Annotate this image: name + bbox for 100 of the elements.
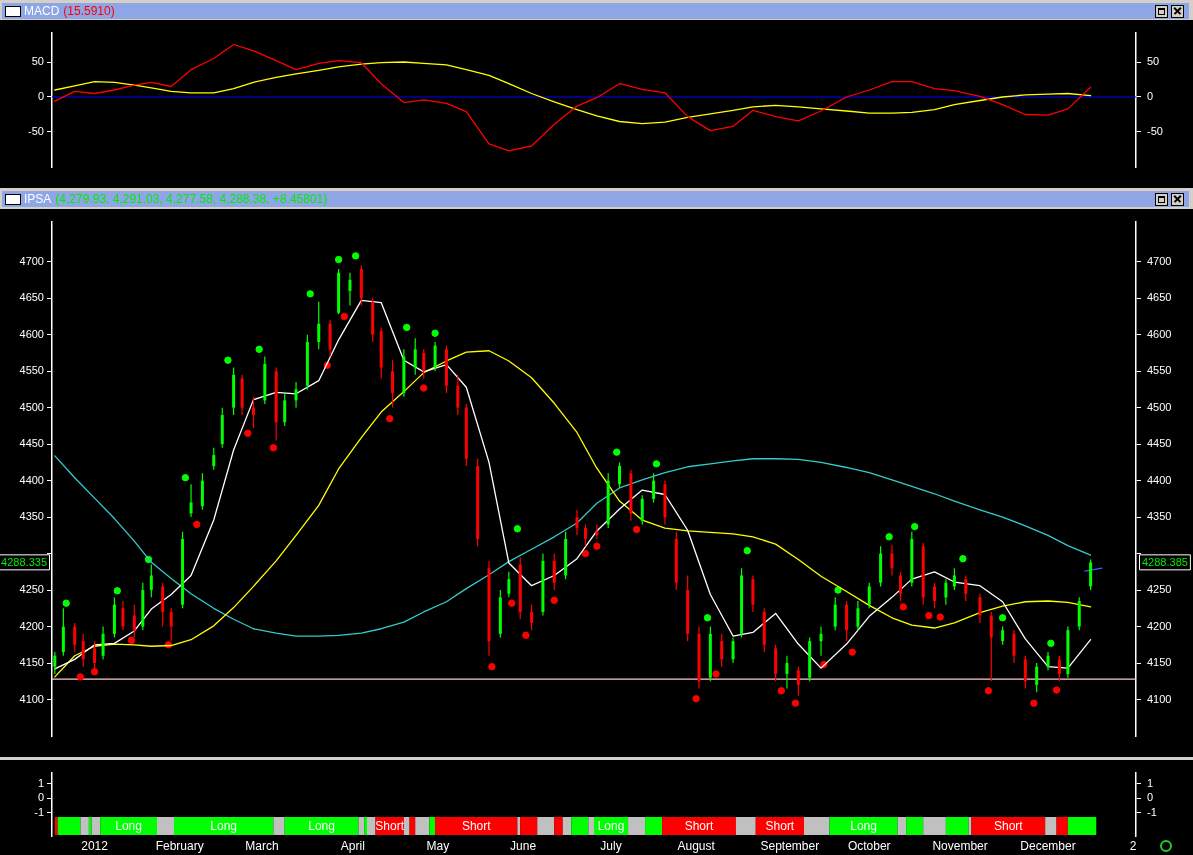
candlestick [1046,651,1050,671]
point [613,448,621,456]
candlestick [73,622,77,653]
point [244,429,252,437]
point [513,525,522,533]
candlestick [944,578,948,606]
candlestick [640,494,644,525]
point [581,549,590,558]
candlestick [867,582,871,609]
point [420,384,428,392]
candlestick [456,374,460,416]
y-tick-label: 0 [37,90,44,103]
candlestick [294,381,298,409]
point [431,329,439,337]
y-tick-label: 4150 [19,656,44,669]
candlestick [53,651,57,675]
x-tick-label: 2 [1129,838,1137,853]
band-label: Long [850,819,877,834]
text: 4288.335 [1,556,48,569]
point [403,323,411,332]
y-tick-label: 4100 [19,692,44,705]
point [488,662,496,671]
point [90,668,99,676]
point [984,687,993,695]
x-tick-label: 2012 [81,838,109,853]
candlestick [1023,655,1027,690]
y-tick-label: -50 [28,125,44,138]
y2-tick-label: 4600 [1147,327,1172,340]
y2-tick-label: 4700 [1147,254,1172,267]
candlestick [1012,629,1016,664]
y-tick-label: 4400 [19,473,44,486]
point [193,520,201,529]
y2-tick-label: 0 [1147,90,1154,103]
candlestick [819,625,823,657]
candlestick [890,544,894,577]
y2-tick-label: 4450 [1147,437,1172,450]
candlestick [283,392,287,427]
point [1030,699,1038,707]
y2-tick-label: 4150 [1147,656,1172,669]
y2-tick-label: 4200 [1147,619,1172,632]
point [269,444,278,452]
point [1052,686,1061,694]
x-tick-label: December [1020,838,1076,853]
band-label: Long [210,819,238,834]
candlestick [413,337,417,376]
y-tick-label: 4250 [19,583,44,596]
y-tick-label: 0 [37,791,44,804]
point [925,611,933,620]
y2-tick-label: -50 [1147,125,1163,138]
band-label: Long [597,819,625,834]
y2-tick-label: 4400 [1147,473,1172,486]
y-tick-label: 4200 [19,619,44,632]
candlestick [796,666,800,697]
x-tick-label: September [760,838,820,853]
point [834,586,842,594]
candlestick [1001,625,1005,646]
y-tick-label: 50 [31,55,44,68]
y2-tick-label: 4100 [1147,692,1172,705]
x-tick-label: May [426,838,450,853]
candlestick [121,600,125,631]
point [113,587,121,595]
x-tick-label: February [155,838,204,853]
point [127,636,136,645]
y2-tick-label: 4650 [1147,291,1172,304]
band-label: Short [684,819,714,834]
point [340,312,348,321]
y-tick-label: 4600 [19,327,44,340]
point [508,599,516,607]
candlestick [530,604,534,631]
candlestick [149,563,153,598]
candlestick [101,625,105,660]
y-tick-label: 4500 [19,400,44,413]
candlestick [1035,662,1039,693]
point [306,290,314,298]
band-label: Short [993,819,1024,834]
x-tick-label: July [600,838,622,853]
x-tick-label: March [245,838,279,853]
candlestick [583,523,587,547]
y2-tick-label: 50 [1147,55,1160,68]
point [76,673,85,681]
band-label: Short [461,819,492,834]
band-label: Long [308,819,335,834]
candlestick [81,633,85,668]
y-tick-label: 4550 [19,364,44,377]
candlestick [1057,655,1061,682]
point [959,555,967,563]
y-tick-label: 4350 [19,510,44,523]
candlestick [964,574,968,602]
y2-tick-label: 4350 [1147,510,1172,523]
candlestick [731,636,735,664]
point [593,542,601,550]
point [550,596,558,604]
y2-tick-label: 0 [1147,791,1154,804]
candlestick [212,447,216,471]
candlestick [422,348,426,380]
candlestick [898,571,902,602]
chart-subtitle: (15.5910) [63,4,115,18]
text: 4288.385 [1142,556,1188,569]
point [899,603,908,611]
x-tick-label: June [510,838,537,853]
